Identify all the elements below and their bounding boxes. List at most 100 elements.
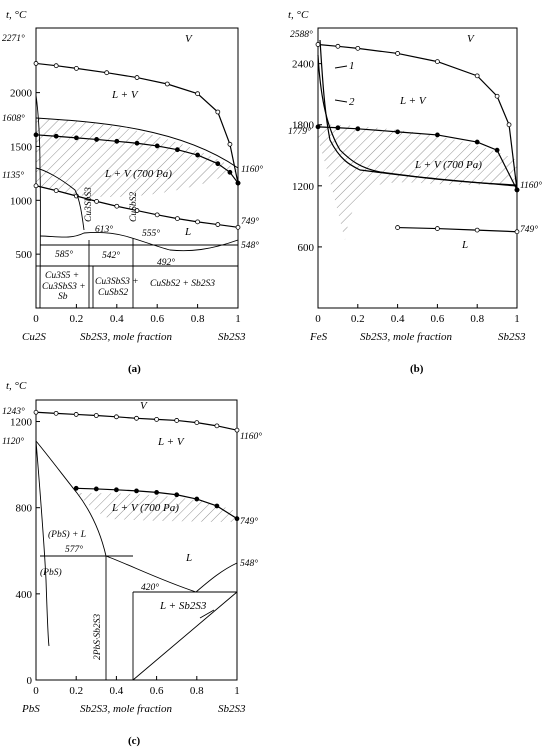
b-x-tick-label: 0.2	[351, 313, 365, 325]
b-series-2-point	[434, 226, 440, 231]
c-series-1-point	[214, 503, 220, 509]
a-series-2-point	[235, 224, 241, 230]
b-y-tick-label: 1800	[292, 120, 315, 132]
b-caption: (b)	[410, 363, 424, 375]
a-series-1-point	[215, 161, 221, 167]
a-temp-542: 542°	[102, 250, 120, 261]
b-temp-2588: 2588°	[290, 29, 313, 40]
b-x-tick-label: 1	[514, 313, 520, 325]
a-series-1-point	[154, 143, 160, 149]
b-series-1-point	[355, 126, 361, 132]
panel-b: t, °C 600 1200 1800 2400 0 0.2 0.4 0.6 0.8 1 1 2…	[288, 9, 542, 375]
a-region-1c: Sb	[58, 292, 68, 302]
c-x-left: PbS	[21, 703, 40, 715]
b-phase-v: V	[467, 33, 475, 45]
a-series-0-point	[227, 141, 233, 147]
a-series-0-point	[195, 91, 201, 97]
c-region-pbs: (PbS)	[40, 567, 62, 578]
c-xlabel: Sb2S3, mole fraction	[80, 703, 172, 715]
a-region-1b: Cu3SbS3 +	[42, 282, 86, 292]
c-x-tick-label: 0.8	[190, 685, 204, 697]
a-series-0-point	[215, 109, 221, 115]
a-series-1-point	[94, 137, 99, 142]
c-series-1-point	[73, 485, 79, 491]
c-x-tick-label: 1	[234, 685, 240, 697]
c-phase-lv700: L + V (700 Pa)	[111, 502, 179, 514]
c-series-1-point	[93, 486, 99, 492]
a-x-tick-label: 1	[235, 313, 241, 325]
a-y-tick-label: 2000	[10, 88, 33, 100]
c-liquidus-right	[195, 562, 238, 593]
c-y-tick-label: 400	[16, 589, 33, 601]
a-x-tick-label: 0.2	[70, 313, 84, 325]
a-region-2a: Cu3SbS3 +	[95, 277, 139, 287]
a-temp-613: 613°	[95, 224, 113, 235]
a-temp-1608: 1608°	[2, 113, 25, 124]
c-series-0-point	[73, 412, 79, 417]
b-hatched-region	[318, 124, 517, 240]
c-temp-548: 548°	[240, 558, 258, 569]
b-series-2-point	[474, 227, 480, 233]
a-temp-548: 548°	[241, 240, 259, 251]
b-y-tick-label: 2400	[292, 59, 315, 71]
c-series-1-point	[134, 488, 139, 494]
a-series-0-point	[74, 65, 79, 71]
panel-a: t, °C 500 1000 1500 2000 0 0.2 0.4 0.6 0.8 1 227…	[2, 9, 263, 375]
c-temp-420: 420°	[141, 582, 159, 593]
c-series-line-0	[35, 411, 238, 431]
b-y-tick-label: 600	[298, 242, 315, 254]
b-y-ticks: 600 1200 1800 2400	[292, 59, 322, 254]
c-series-group	[33, 409, 240, 522]
b-curve-2	[317, 54, 518, 187]
a-series-0-point	[164, 81, 170, 87]
b-series-1-point	[514, 187, 520, 193]
a-series-1-point	[33, 132, 39, 138]
c-temp-577: 577°	[65, 544, 83, 555]
a-hatch-top-boundary	[35, 117, 239, 169]
a-temp-492: 492°	[157, 257, 175, 268]
c-region-l-sb2s3: L + Sb2S3	[159, 600, 207, 612]
a-compound-cu3sbs3-label: Cu3SbS3	[84, 187, 94, 222]
c-temp-749: 749°	[240, 516, 258, 527]
c-y-tick-label: 800	[16, 503, 33, 515]
b-phase-lv700: L + V (700 Pa)	[414, 159, 482, 171]
a-caption: (a)	[128, 363, 141, 375]
a-compound-cusbs2-label: CuSbS2	[129, 192, 139, 222]
c-series-0-point	[234, 427, 240, 433]
b-series-2-point	[514, 229, 520, 235]
a-y-ticks: 500 1000 1500 2000	[10, 88, 40, 261]
b-x-tick-label: 0.4	[391, 313, 405, 325]
b-x-ticks: 0 0.2 0.4 0.6 0.8 1	[315, 304, 520, 325]
b-series-line-2	[397, 226, 518, 233]
b-series-0-point	[335, 43, 341, 49]
c-x-right: Sb2S3	[218, 703, 246, 715]
b-series-group	[315, 42, 520, 235]
c-plot-frame	[35, 399, 238, 681]
a-series-2-point	[174, 216, 180, 222]
a-phase-lv700: L + V (700 Pa)	[104, 168, 172, 180]
a-liquidus-left	[35, 167, 85, 231]
c-series-1-point	[234, 516, 240, 522]
a-series-1-point	[195, 152, 201, 158]
c-caption: (c)	[128, 735, 141, 747]
b-series-0-point	[434, 59, 440, 64]
b-temp-749: 749°	[520, 224, 538, 235]
c-series-0-point	[33, 409, 39, 415]
b-x-tick-label: 0.6	[431, 313, 445, 325]
b-series-2-point	[395, 225, 401, 230]
b-y-tick-label: 1200	[292, 181, 315, 193]
b-ylabel: t, °C	[288, 9, 309, 21]
c-temp-1160: 1160°	[240, 431, 262, 442]
a-y-tick-label: 1500	[10, 141, 33, 153]
a-temp-1135: 1135°	[2, 170, 24, 181]
c-x-tick-label: 0	[33, 685, 39, 697]
c-series-1-point	[174, 492, 180, 498]
a-x-ticks: 0 0.2 0.4 0.6 0.8 1	[33, 304, 241, 325]
c-liquidus-left	[35, 440, 107, 557]
a-temp-585: 585°	[55, 249, 73, 260]
c-series-0-point	[114, 414, 119, 420]
a-x-tick-label: 0.6	[150, 313, 164, 325]
a-series-line-1	[35, 134, 239, 184]
c-liquidus-mid	[105, 555, 197, 593]
